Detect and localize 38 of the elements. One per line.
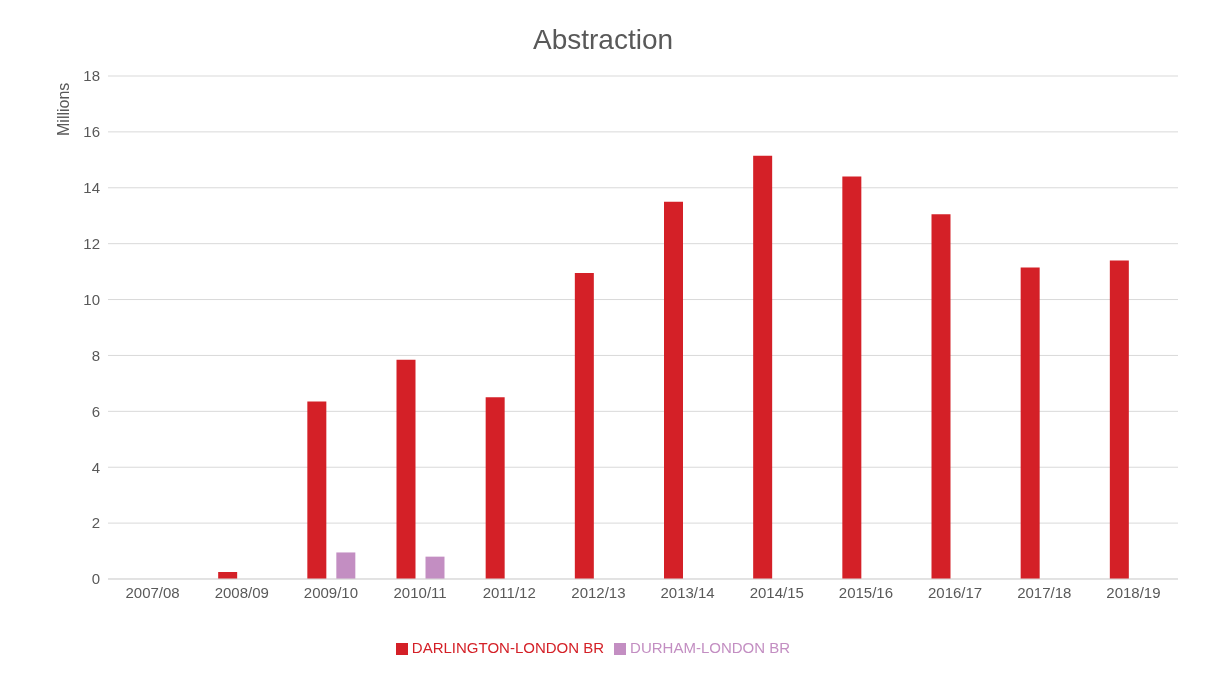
x-tick-label: 2017/18 xyxy=(1017,583,1072,601)
x-tick-label: 2011/12 xyxy=(482,583,536,601)
x-tick-label: 2012/13 xyxy=(571,583,626,601)
bar xyxy=(425,556,445,579)
y-tick-label: 10 xyxy=(83,290,100,308)
bar xyxy=(307,401,327,579)
x-tick-label: 2013/14 xyxy=(660,583,715,601)
legend-label: DURHAM-LONDON BR xyxy=(630,639,791,656)
y-tick-label: 16 xyxy=(83,123,100,141)
x-tick-label: 2015/16 xyxy=(838,583,894,601)
bar xyxy=(664,201,683,579)
x-tick-label: 2016/17 xyxy=(927,583,983,601)
y-tick-label: 2 xyxy=(91,514,100,532)
x-tick-label: 2009/10 xyxy=(303,583,359,601)
y-tick-label: 8 xyxy=(91,346,100,364)
y-tick-label: 0 xyxy=(91,570,100,588)
x-tick-label: 2018/19 xyxy=(1106,583,1161,601)
bar xyxy=(336,552,356,579)
bar xyxy=(931,214,951,579)
bar xyxy=(842,176,862,579)
y-tick-label: 18 xyxy=(83,67,100,85)
y-tick-label: 12 xyxy=(83,234,100,252)
y-tick-label: 6 xyxy=(91,402,100,420)
bar xyxy=(1020,267,1040,579)
chart-title: Abstraction xyxy=(531,24,675,56)
bar xyxy=(1109,260,1129,579)
y-tick-label: 14 xyxy=(83,179,100,197)
x-tick-label: 2014/15 xyxy=(749,583,804,601)
bar xyxy=(753,155,773,579)
x-tick-label: 2010/11 xyxy=(393,583,447,601)
x-tick-label: 2008/09 xyxy=(214,583,269,601)
legend-label: DARLINGTON-LONDON BR xyxy=(411,639,605,656)
bar xyxy=(396,359,416,579)
y-axis-title: Millions xyxy=(55,82,73,136)
x-tick-label: 2007/08 xyxy=(125,583,180,601)
bar xyxy=(574,273,594,579)
bar xyxy=(485,397,505,579)
y-tick-label: 4 xyxy=(91,458,100,476)
